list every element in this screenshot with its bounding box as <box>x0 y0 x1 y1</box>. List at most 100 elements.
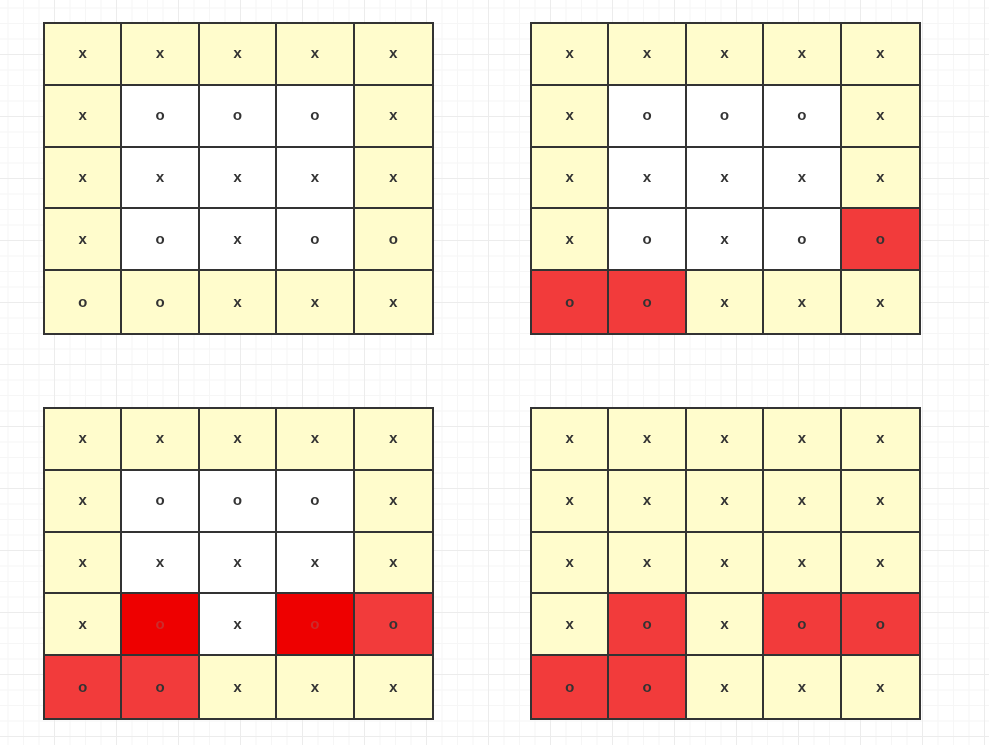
board-cell: x <box>277 409 355 471</box>
board-cell: o <box>764 85 842 148</box>
board-cell: o <box>122 594 200 657</box>
board-cell: x <box>199 656 278 718</box>
board-cell: x <box>841 147 919 210</box>
board-cell: x <box>122 409 200 471</box>
board-cell: x <box>354 470 432 533</box>
board-cell: x <box>609 409 687 471</box>
board-cell: o <box>45 656 123 718</box>
board-cell: x <box>686 470 765 533</box>
board-cell: x <box>45 209 123 272</box>
board-cell: x <box>764 271 842 333</box>
board-cell: o <box>609 209 687 272</box>
board-cell: x <box>532 470 610 533</box>
board-cell: x <box>45 147 123 210</box>
board-cell: x <box>686 409 765 471</box>
board-cell: x <box>45 409 123 471</box>
board-cell: x <box>686 271 765 333</box>
board-cell: o <box>609 271 687 333</box>
board-cell: x <box>354 85 432 148</box>
board-cell: x <box>532 24 610 86</box>
board-cell: o <box>609 656 687 718</box>
board-cell: x <box>841 532 919 595</box>
board-cell: x <box>277 147 355 210</box>
board-cell: x <box>532 409 610 471</box>
board-cell: o <box>122 85 200 148</box>
board-cell: x <box>122 24 200 86</box>
board-cell: x <box>277 532 355 595</box>
board-cell: x <box>841 271 919 333</box>
board-cell: x <box>764 24 842 86</box>
board-cell: o <box>45 271 123 333</box>
board-cell: x <box>199 271 278 333</box>
board-cell: x <box>841 656 919 718</box>
board-cell: x <box>199 409 278 471</box>
board-cell: x <box>277 271 355 333</box>
board-cell: x <box>199 532 278 595</box>
board-cell: x <box>122 532 200 595</box>
board-cell: o <box>277 209 355 272</box>
board-cell: x <box>199 594 278 657</box>
board-cell: o <box>354 594 432 657</box>
board-cell: x <box>354 656 432 718</box>
board-cell: x <box>841 470 919 533</box>
board-cell: x <box>532 85 610 148</box>
board-cell: o <box>199 470 278 533</box>
board-cell: x <box>609 24 687 86</box>
board-cell: o <box>122 470 200 533</box>
board-cell: x <box>532 209 610 272</box>
board-cell: o <box>199 85 278 148</box>
board-cell: x <box>354 532 432 595</box>
board-cell: x <box>686 656 765 718</box>
board-cell: x <box>277 24 355 86</box>
board-cell: x <box>841 24 919 86</box>
board-cell: x <box>277 656 355 718</box>
board-cell: o <box>609 594 687 657</box>
board-cell: x <box>354 147 432 210</box>
board-cell: x <box>841 85 919 148</box>
board-cell: x <box>122 147 200 210</box>
board-cell: o <box>122 209 200 272</box>
board-cell: o <box>122 271 200 333</box>
board-cell: x <box>532 532 610 595</box>
board-cell: o <box>532 656 610 718</box>
board-cell: x <box>686 532 765 595</box>
board-cell: x <box>45 85 123 148</box>
board-cell: x <box>199 209 278 272</box>
board-cell: o <box>841 209 919 272</box>
board-cell: o <box>354 209 432 272</box>
board-cell: x <box>354 409 432 471</box>
board-cell: o <box>277 470 355 533</box>
board-cell: o <box>277 85 355 148</box>
board-cell: o <box>841 594 919 657</box>
board-cell: x <box>686 209 765 272</box>
board-cell: x <box>764 532 842 595</box>
board-cell: x <box>764 656 842 718</box>
board-cell: x <box>609 532 687 595</box>
board-cell: o <box>532 271 610 333</box>
board-cell: x <box>354 271 432 333</box>
board-cell: x <box>45 532 123 595</box>
board-cell: x <box>354 24 432 86</box>
board-cell: x <box>841 409 919 471</box>
board-cell: o <box>122 656 200 718</box>
board-cell: x <box>45 594 123 657</box>
board-cell: x <box>45 470 123 533</box>
board-cell: x <box>764 409 842 471</box>
board-cell: o <box>609 85 687 148</box>
board-cell: x <box>686 24 765 86</box>
board-cell: x <box>199 147 278 210</box>
board-cell: o <box>764 594 842 657</box>
board-cell: o <box>686 85 765 148</box>
board-cell: x <box>686 594 765 657</box>
board-cell: x <box>609 147 687 210</box>
board-cell: x <box>764 147 842 210</box>
board-cell: x <box>764 470 842 533</box>
board-cell: x <box>686 147 765 210</box>
board-cell: x <box>199 24 278 86</box>
board-cell: o <box>764 209 842 272</box>
board-cell: x <box>609 470 687 533</box>
